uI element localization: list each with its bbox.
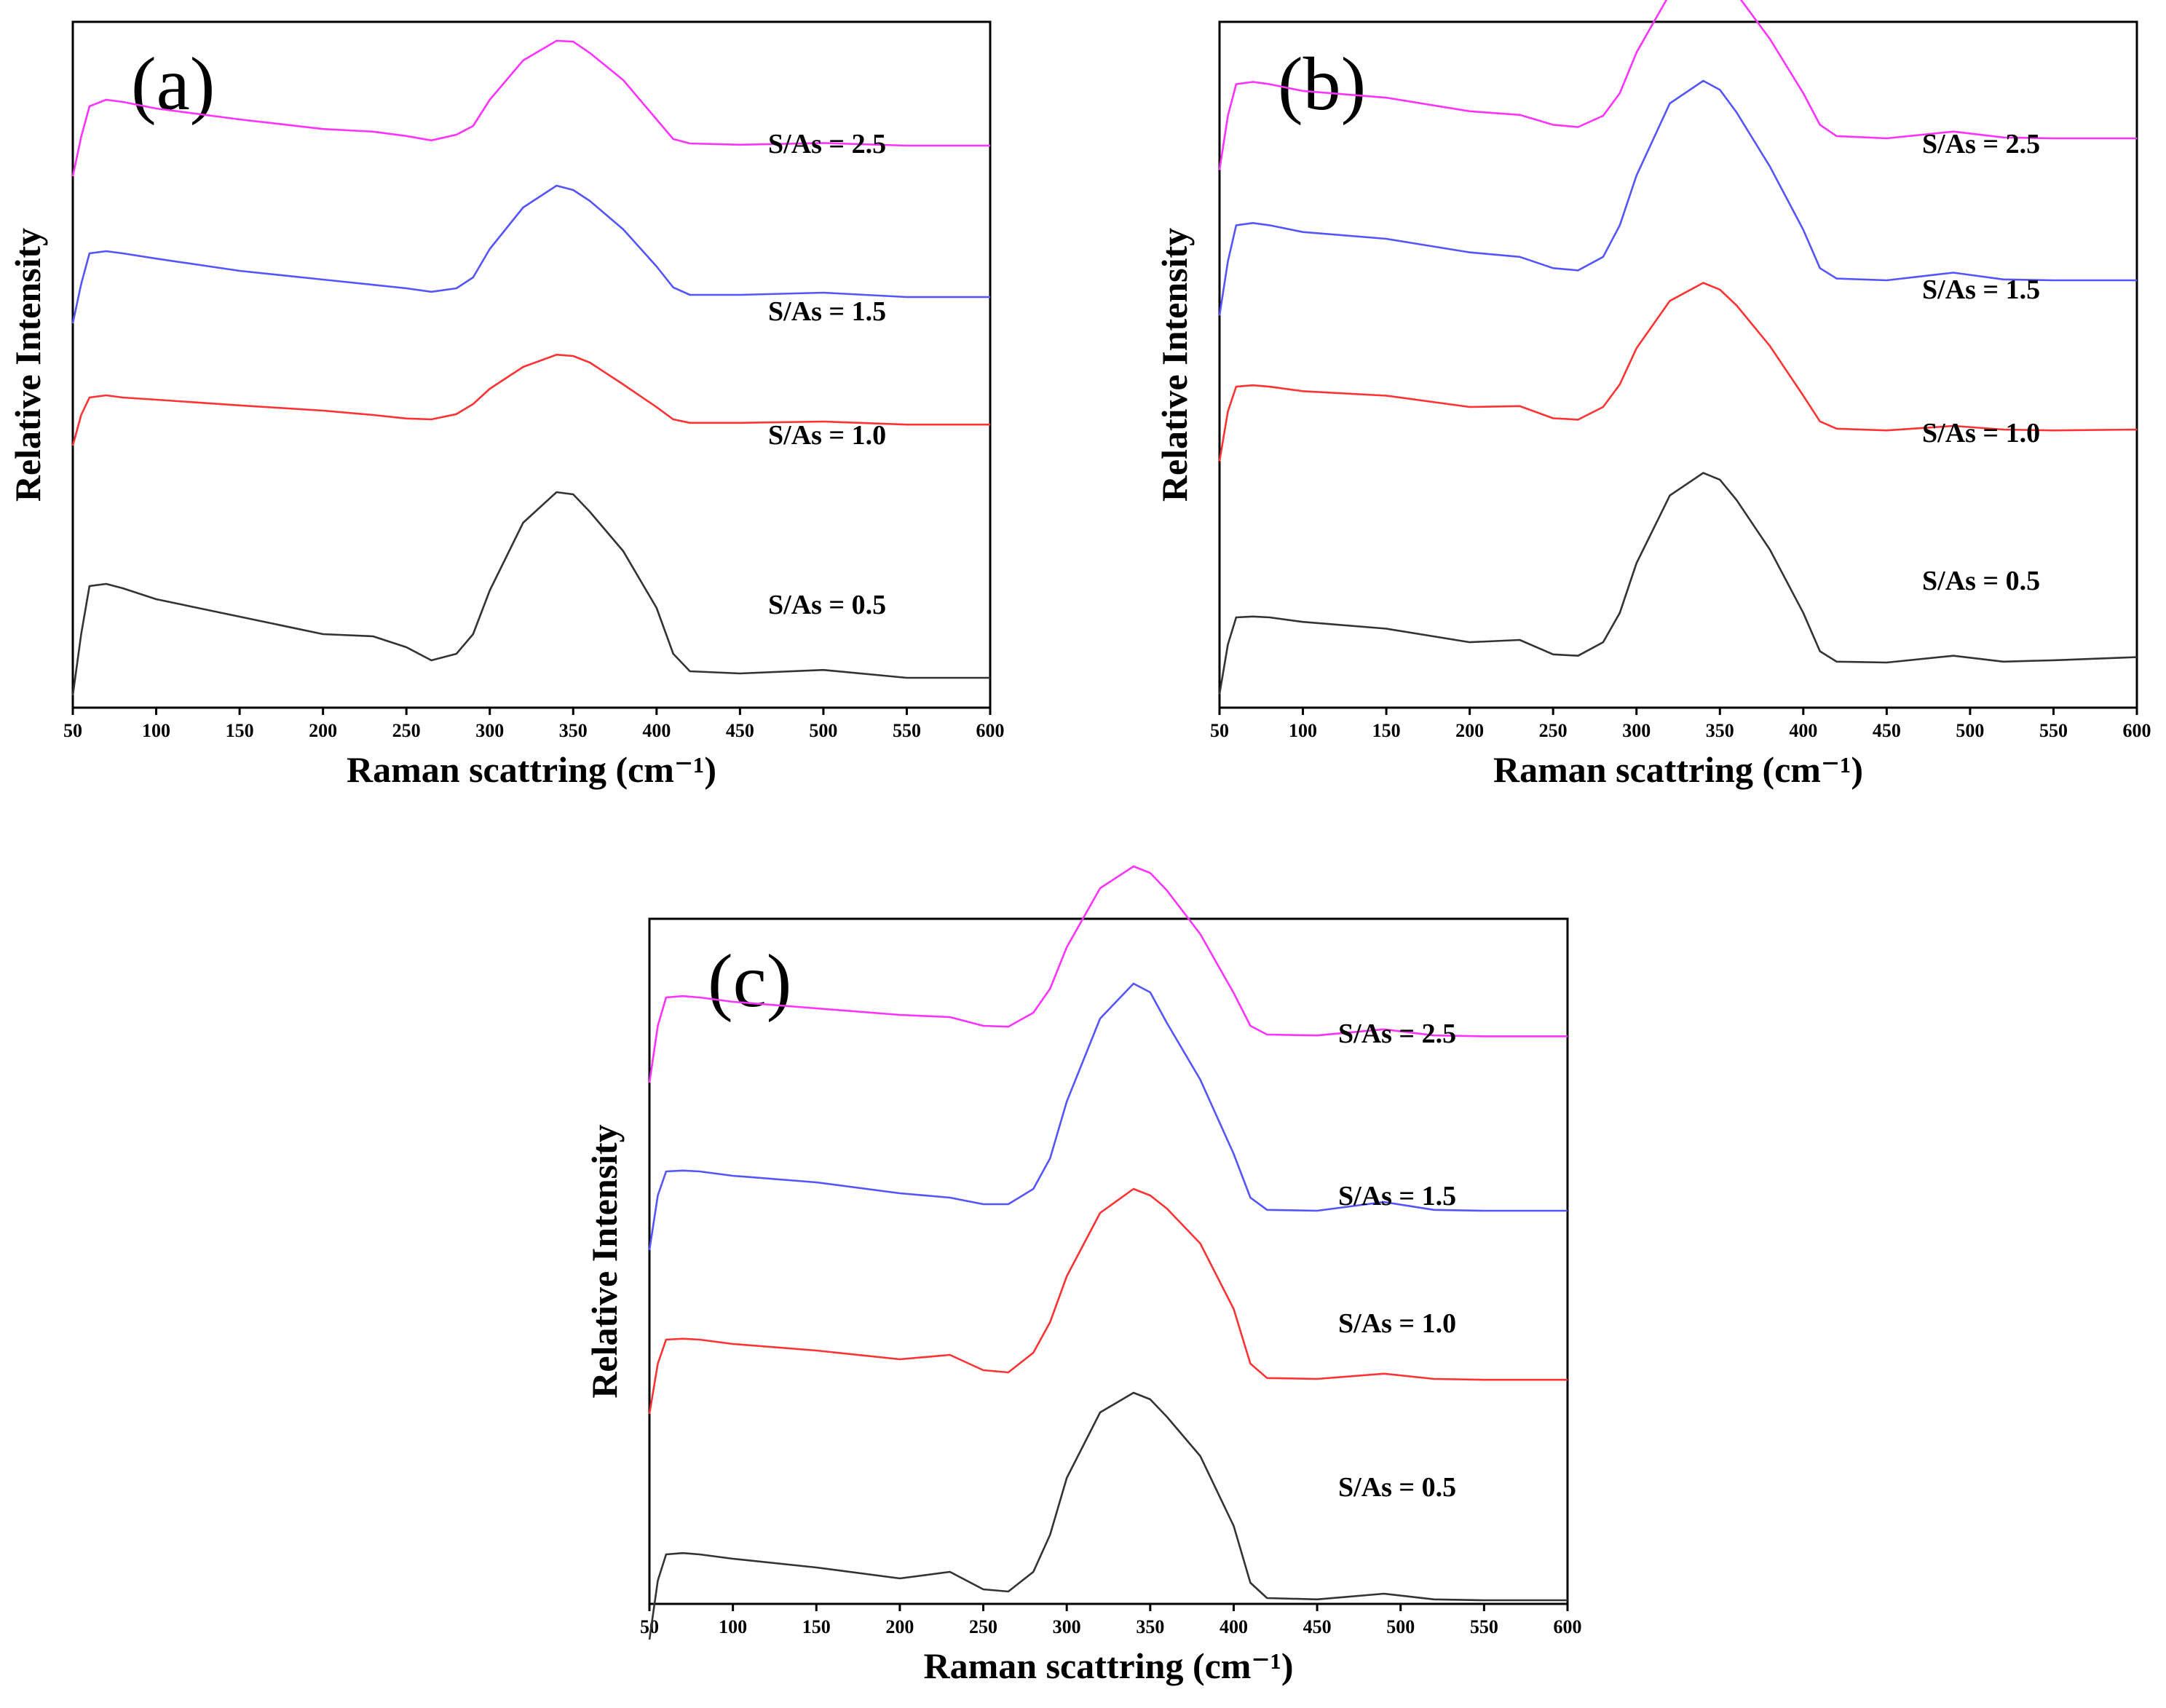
series-line-3 bbox=[1218, 282, 2138, 462]
x-tick-label: 450 bbox=[1873, 720, 1901, 741]
series-line-2 bbox=[648, 982, 1568, 1251]
series-line-4 bbox=[648, 1391, 1568, 1640]
panel-a: 50 100 150 200 250 300 350 400 450 500 550 600 Raman… bbox=[7, 20, 1005, 790]
x-tick-label: 600 bbox=[1554, 1616, 1582, 1637]
x-tick-label: 200 bbox=[885, 1616, 914, 1637]
x-tick-label: 550 bbox=[893, 720, 921, 741]
series-line-2 bbox=[71, 184, 990, 324]
plot-frame bbox=[1218, 20, 2138, 709]
series-label: S/As = 0.5 bbox=[768, 590, 886, 620]
y-axis-title: Relative Intensity bbox=[584, 1124, 625, 1398]
x-tick-label: 150 bbox=[1372, 720, 1401, 741]
x-tick-label: 500 bbox=[1386, 1616, 1415, 1637]
x-tick-label: 50 bbox=[1210, 720, 1229, 741]
x-tick-label: 150 bbox=[226, 720, 254, 741]
panel-c: 50 100 150 200 250 300 350 400 450 500 550 600Raman… bbox=[584, 865, 1582, 1686]
x-tick-label: 300 bbox=[475, 720, 504, 741]
x-tick-label: 500 bbox=[809, 720, 837, 741]
series-label: S/As = 1.5 bbox=[768, 296, 886, 327]
x-axis-title: Raman scattring (cm⁻¹) bbox=[1493, 749, 1863, 790]
x-tick-label: 350 bbox=[1706, 720, 1734, 741]
series-line-3 bbox=[648, 1187, 1568, 1415]
x-tick-label: 300 bbox=[1622, 720, 1651, 741]
series-label: S/As = 1.0 bbox=[1338, 1308, 1456, 1339]
x-tick-label: 50 bbox=[63, 720, 82, 741]
x-tick-label: 400 bbox=[642, 720, 671, 741]
y-axis-title: Relative Intensity bbox=[7, 228, 48, 502]
x-tick-label: 550 bbox=[1470, 1616, 1498, 1637]
series-label: S/As = 0.5 bbox=[1922, 566, 2040, 596]
x-tick-label: 400 bbox=[1789, 720, 1817, 741]
x-tick-label: 250 bbox=[392, 720, 421, 741]
x-tick-label: 200 bbox=[1455, 720, 1484, 741]
series-label: S/As = 0.5 bbox=[1338, 1472, 1456, 1503]
x-tick-label: 200 bbox=[309, 720, 337, 741]
series-label: S/As = 1.0 bbox=[768, 420, 886, 451]
x-tick-label: 100 bbox=[719, 1616, 747, 1637]
y-axis-title: Relative Intensity bbox=[1154, 228, 1195, 502]
series-label: S/As = 2.5 bbox=[1338, 1019, 1456, 1049]
series-label: S/As = 1.0 bbox=[1922, 418, 2040, 448]
x-tick-label: 450 bbox=[1303, 1616, 1332, 1637]
panel-b: 50 100 150 200 250 300 350 400 450 500 550 600 Raman… bbox=[1154, 0, 2151, 790]
panel-label: (c) bbox=[708, 939, 791, 1023]
series-line-1 bbox=[71, 39, 990, 177]
plot-frame bbox=[648, 917, 1569, 1605]
panel-label: (b) bbox=[1278, 42, 1366, 126]
x-tick-label: 150 bbox=[802, 1616, 831, 1637]
series-line-4 bbox=[71, 491, 990, 696]
x-axis-title: Raman scattring (cm⁻¹) bbox=[347, 749, 716, 790]
x-tick-label: 300 bbox=[1053, 1616, 1081, 1637]
series-line-3 bbox=[71, 353, 990, 446]
series-line-1 bbox=[648, 865, 1568, 1083]
x-tick-label: 250 bbox=[969, 1616, 997, 1637]
x-axis-title: Raman scattring (cm⁻¹) bbox=[924, 1645, 1294, 1686]
panel-label: (a) bbox=[131, 42, 215, 126]
x-tick-label: 500 bbox=[1956, 720, 1984, 741]
x-tick-label: 100 bbox=[142, 720, 170, 741]
series-label: S/As = 1.5 bbox=[1338, 1181, 1456, 1211]
series-label: S/As = 1.5 bbox=[1922, 274, 2040, 305]
x-tick-label: 450 bbox=[726, 720, 754, 741]
x-tick-label: 100 bbox=[1289, 720, 1317, 741]
x-tick-label: 350 bbox=[1136, 1616, 1164, 1637]
series-line-2 bbox=[1218, 79, 2137, 316]
series-label: S/As = 2.5 bbox=[1922, 129, 2040, 159]
plot-frame bbox=[71, 20, 992, 709]
x-tick-label: 350 bbox=[559, 720, 588, 741]
series-line-4 bbox=[1218, 472, 2138, 695]
x-tick-label: 550 bbox=[2039, 720, 2068, 741]
x-tick-label: 600 bbox=[976, 720, 1005, 741]
x-tick-label: 400 bbox=[1220, 1616, 1248, 1637]
series-line-1 bbox=[1218, 0, 2137, 170]
x-tick-label: 600 bbox=[2123, 720, 2151, 741]
series-label: S/As = 2.5 bbox=[768, 129, 886, 159]
x-tick-label: 250 bbox=[1539, 720, 1568, 741]
